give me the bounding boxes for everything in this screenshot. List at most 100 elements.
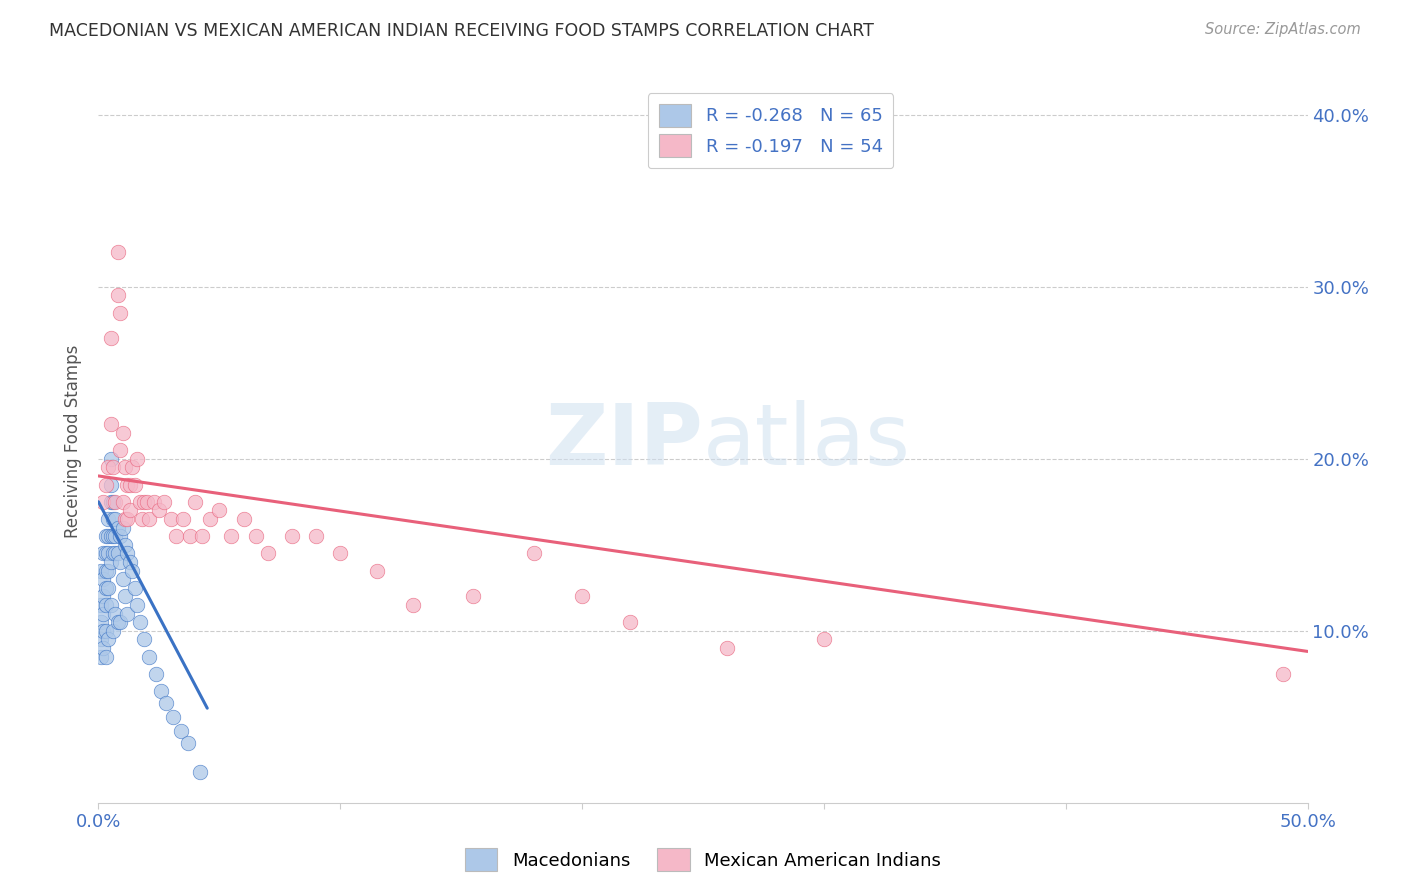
- Point: [90, 615, 112, 630]
- Point: [134, 494, 156, 508]
- Point: [108, 305, 131, 319]
- Point: [150, 684, 173, 698]
- Point: [221, 529, 243, 543]
- Point: [108, 443, 131, 458]
- Point: [128, 615, 150, 630]
- Point: [94, 477, 117, 491]
- Point: [121, 460, 143, 475]
- Point: [198, 512, 221, 526]
- Point: [232, 512, 254, 526]
- Legend: Macedonians, Mexican American Indians: Macedonians, Mexican American Indians: [458, 841, 948, 879]
- Point: [100, 555, 122, 569]
- Point: [90, 598, 112, 612]
- Point: [111, 572, 134, 586]
- Point: [571, 590, 593, 604]
- Point: [107, 520, 129, 534]
- Point: [101, 529, 124, 543]
- Point: [97, 512, 120, 526]
- Point: [124, 477, 146, 491]
- Point: [104, 546, 127, 560]
- Point: [97, 460, 120, 475]
- Point: [138, 512, 160, 526]
- Point: [107, 546, 129, 560]
- Point: [118, 555, 141, 569]
- Point: [148, 503, 170, 517]
- Point: [97, 529, 120, 543]
- Y-axis label: Receiving Food Stamps: Receiving Food Stamps: [65, 345, 83, 538]
- Point: [111, 425, 134, 440]
- Point: [134, 632, 156, 647]
- Point: [91, 590, 114, 604]
- Point: [1272, 666, 1295, 681]
- Point: [97, 564, 120, 578]
- Point: [114, 590, 136, 604]
- Point: [100, 598, 122, 612]
- Point: [101, 546, 124, 560]
- Point: [104, 529, 127, 543]
- Point: [100, 417, 122, 432]
- Point: [97, 546, 120, 560]
- Point: [101, 494, 124, 508]
- Text: atlas: atlas: [703, 400, 911, 483]
- Point: [152, 494, 174, 508]
- Point: [90, 632, 112, 647]
- Point: [97, 632, 120, 647]
- Point: [94, 649, 117, 664]
- Point: [131, 512, 153, 526]
- Point: [91, 640, 114, 655]
- Point: [117, 512, 139, 526]
- Point: [114, 538, 136, 552]
- Point: [91, 572, 114, 586]
- Point: [127, 598, 149, 612]
- Point: [124, 581, 146, 595]
- Point: [523, 546, 546, 560]
- Point: [94, 581, 117, 595]
- Point: [128, 494, 150, 508]
- Point: [143, 494, 166, 508]
- Point: [366, 564, 388, 578]
- Point: [162, 710, 184, 724]
- Point: [108, 615, 131, 630]
- Point: [165, 529, 187, 543]
- Point: [111, 520, 134, 534]
- Point: [117, 477, 139, 491]
- Point: [101, 624, 124, 638]
- Point: [117, 607, 139, 621]
- Point: [184, 494, 207, 508]
- Text: Source: ZipAtlas.com: Source: ZipAtlas.com: [1205, 22, 1361, 37]
- Point: [138, 649, 160, 664]
- Point: [256, 546, 278, 560]
- Point: [191, 529, 214, 543]
- Point: [107, 245, 129, 260]
- Point: [90, 649, 112, 664]
- Point: [155, 696, 177, 710]
- Text: ZIP: ZIP: [546, 400, 703, 483]
- Point: [111, 494, 134, 508]
- Point: [97, 581, 120, 595]
- Point: [91, 624, 114, 638]
- Point: [94, 546, 117, 560]
- Point: [100, 529, 122, 543]
- Point: [619, 615, 641, 630]
- Point: [716, 640, 738, 655]
- Point: [100, 451, 122, 466]
- Point: [107, 288, 129, 302]
- Point: [101, 460, 124, 475]
- Point: [402, 598, 425, 612]
- Point: [100, 494, 122, 508]
- Point: [100, 477, 122, 491]
- Point: [117, 546, 139, 560]
- Point: [121, 564, 143, 578]
- Point: [245, 529, 267, 543]
- Point: [208, 503, 231, 517]
- Point: [127, 451, 149, 466]
- Point: [118, 477, 141, 491]
- Point: [91, 546, 114, 560]
- Point: [101, 512, 124, 526]
- Point: [463, 590, 485, 604]
- Point: [90, 564, 112, 578]
- Point: [118, 503, 141, 517]
- Point: [172, 512, 194, 526]
- Point: [169, 723, 191, 738]
- Point: [94, 564, 117, 578]
